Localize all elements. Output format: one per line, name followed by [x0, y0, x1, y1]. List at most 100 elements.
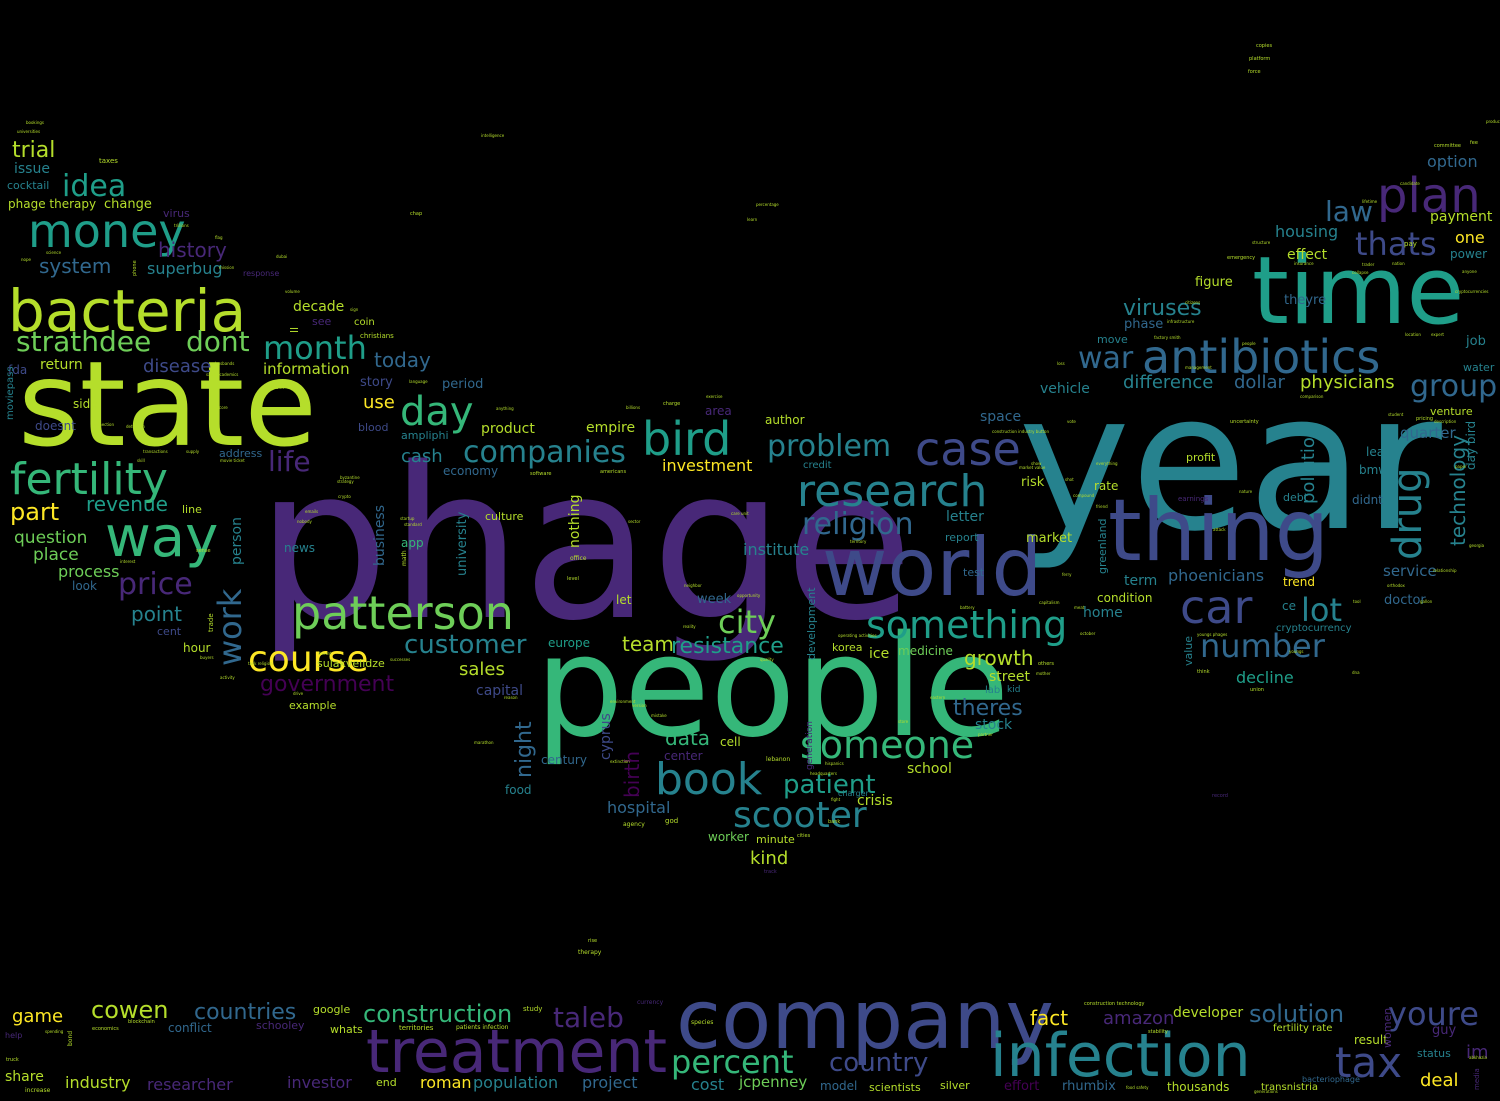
word-bacteria: bacteria: [8, 277, 247, 345]
word-startup: startup: [400, 516, 415, 521]
word-extinction: extinction: [610, 759, 630, 764]
word-software: software: [530, 471, 552, 477]
word-georgia: georgia: [1469, 543, 1485, 548]
word-fee: fee: [1470, 140, 1478, 146]
word-science: science: [46, 250, 62, 255]
word-taleb: taleb: [553, 1001, 624, 1034]
word-decade: decade: [293, 299, 345, 315]
word-book: book: [655, 754, 763, 805]
word-headquarters: headquarters: [810, 771, 837, 776]
word-institute: institute: [743, 540, 810, 559]
word-transactions: transactions: [143, 449, 168, 454]
word-safety: safety: [206, 372, 219, 377]
word-side: side: [73, 397, 98, 411]
word-medicine: medicine: [898, 644, 953, 658]
word-media: media: [1473, 1068, 1481, 1090]
word-comparison: comparison: [1300, 394, 1324, 399]
word-phone: phone: [132, 260, 138, 276]
word-condition: condition: [1097, 591, 1153, 605]
word-rise: rise: [588, 938, 598, 944]
word-effort: effort: [1004, 1079, 1040, 1094]
word-address: address: [219, 447, 263, 460]
word-figure: figure: [1195, 275, 1233, 290]
word-job: job: [1466, 334, 1486, 349]
word-bird: bird: [642, 412, 732, 466]
word-tool: tool: [1353, 599, 1361, 604]
word-way: way: [105, 505, 219, 570]
word-detection: detection: [126, 424, 145, 429]
word-orthodox: orthodox: [1387, 583, 1405, 588]
word-mother: mother: [1036, 671, 1051, 676]
word-christians: christians: [360, 332, 394, 340]
word-country: country: [829, 1048, 929, 1078]
word-infection: infection: [990, 1021, 1251, 1091]
word-decline: decline: [1236, 668, 1294, 687]
word-venture: venture: [1430, 405, 1473, 418]
word-successes: successes: [390, 657, 411, 662]
word-ferry: ferry: [1062, 572, 1072, 577]
word-bank: bank: [828, 819, 841, 825]
word-relationship: relationship: [1433, 568, 1457, 573]
word-team: team: [622, 632, 674, 656]
word-viruses: viruses: [1123, 296, 1202, 321]
word-environment: environment: [610, 699, 636, 704]
word-cash: cash: [401, 446, 443, 467]
word-treatment: treatment: [366, 1017, 667, 1087]
word-blood: blood: [358, 421, 389, 434]
word-money: money: [28, 204, 186, 258]
word-war: war: [1078, 341, 1134, 376]
word-let: let: [616, 593, 632, 607]
word-question: question: [14, 528, 88, 548]
word-connection: connection: [92, 422, 115, 427]
word-fda: fda: [8, 363, 28, 377]
word-investor: investor: [287, 1073, 352, 1092]
word-doesnt: doesnt: [35, 419, 76, 433]
word-theyre: theyre: [1284, 293, 1327, 308]
word-skill: skill: [137, 458, 145, 463]
word-app: app: [401, 536, 424, 550]
word-academics: academics: [217, 372, 239, 377]
word-payment: payment: [1430, 209, 1493, 225]
word-doctor: doctor: [1384, 593, 1426, 608]
word-change: change: [104, 197, 152, 212]
word-center: center: [664, 749, 703, 763]
word-revenue: revenue: [86, 492, 168, 516]
word-nothing: nothing: [567, 494, 583, 548]
word-product: product: [481, 421, 535, 437]
word-someone: someone: [800, 723, 975, 767]
word-im: im: [1466, 1042, 1489, 1063]
word-fight: fight: [831, 797, 841, 802]
word-earnings: earnings: [1178, 495, 1209, 503]
word-cost: cost: [691, 1075, 725, 1094]
word-day-bird: day bird: [1464, 420, 1478, 470]
word-kid: kid: [1007, 685, 1021, 695]
word-nation: nation: [1392, 261, 1405, 266]
word-task-religion: task religion: [248, 661, 273, 666]
word-population: population: [473, 1073, 559, 1092]
word-byzantine: byzantine: [340, 475, 360, 480]
word-term: term: [1124, 573, 1158, 589]
word-century: century: [541, 753, 587, 767]
word-profit: profit: [1186, 451, 1216, 464]
word-patient: patient: [783, 770, 876, 800]
word-study: study: [523, 1005, 543, 1013]
word-europe: europe: [548, 636, 590, 650]
word-marathon: marathon: [474, 740, 494, 745]
word-record: record: [1212, 793, 1228, 799]
word-service: service: [1383, 562, 1437, 580]
word-something: something: [866, 603, 1068, 647]
word-model: model: [820, 1079, 858, 1093]
word-fertility-rate: fertility rate: [1273, 1023, 1333, 1034]
word-sector: sector: [628, 519, 641, 524]
word-company: company: [676, 973, 1054, 1068]
word-greenland: greenland: [1096, 518, 1109, 574]
word-cent: cent: [157, 625, 182, 638]
word-minute: minute: [756, 833, 795, 846]
word-whats: whats: [330, 1023, 363, 1036]
word-coin: coin: [354, 317, 375, 328]
word-supply: supply: [186, 449, 200, 454]
word-standard: standard: [404, 522, 422, 527]
word-bond: bond: [67, 1030, 74, 1046]
word-status: status: [1417, 1047, 1451, 1060]
